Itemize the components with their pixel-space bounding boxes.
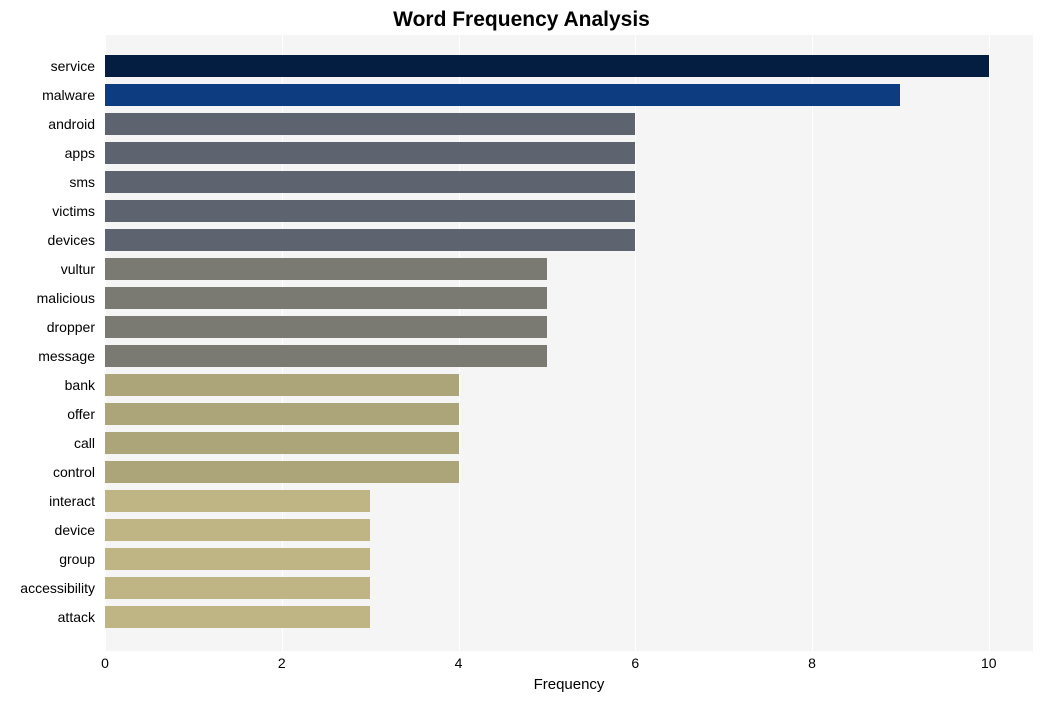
bar (105, 287, 547, 309)
bar (105, 113, 635, 135)
bar (105, 55, 989, 77)
y-tick-label: control (0, 461, 100, 483)
x-tick-label: 4 (455, 655, 463, 671)
bar-row (105, 577, 370, 599)
bar (105, 316, 547, 338)
bar (105, 142, 635, 164)
bar-row (105, 316, 547, 338)
y-tick-label: devices (0, 229, 100, 251)
x-axis-title: Frequency (534, 676, 605, 693)
grid-line (989, 35, 990, 651)
x-tick-label: 2 (278, 655, 286, 671)
bar-row (105, 403, 459, 425)
bar-row (105, 490, 370, 512)
bar-row (105, 461, 459, 483)
y-tick-label: device (0, 519, 100, 541)
bar-row (105, 113, 635, 135)
bar (105, 403, 459, 425)
bar (105, 258, 547, 280)
bar-row (105, 345, 547, 367)
bar-row (105, 55, 989, 77)
y-tick-label: malware (0, 84, 100, 106)
bar-row (105, 606, 370, 628)
grid-line (635, 35, 636, 651)
y-tick-label: offer (0, 403, 100, 425)
bar (105, 432, 459, 454)
y-tick-label: call (0, 432, 100, 454)
bar (105, 519, 370, 541)
y-tick-label: victims (0, 200, 100, 222)
bar (105, 171, 635, 193)
x-tick-label: 6 (631, 655, 639, 671)
y-tick-label: group (0, 548, 100, 570)
y-tick-label: malicious (0, 287, 100, 309)
y-tick-label: accessibility (0, 577, 100, 599)
bar (105, 229, 635, 251)
bar (105, 345, 547, 367)
plot-area (105, 35, 1033, 651)
x-tick-label: 8 (808, 655, 816, 671)
bar-row (105, 374, 459, 396)
y-tick-label: bank (0, 374, 100, 396)
y-tick-label: dropper (0, 316, 100, 338)
chart-container: Word Frequency Analysis Frequency 0 2 4 6 8 1… (0, 0, 1043, 701)
grid-line (812, 35, 813, 651)
bar-row (105, 258, 547, 280)
bar (105, 374, 459, 396)
x-tick-label: 10 (981, 655, 997, 671)
bar-row (105, 287, 547, 309)
bar-row (105, 84, 900, 106)
bar-row (105, 142, 635, 164)
chart-title: Word Frequency Analysis (0, 8, 1043, 32)
y-tick-label: apps (0, 142, 100, 164)
y-tick-label: android (0, 113, 100, 135)
bar-row (105, 519, 370, 541)
bar (105, 490, 370, 512)
bar (105, 461, 459, 483)
bar-row (105, 548, 370, 570)
bar-row (105, 200, 635, 222)
bar-row (105, 432, 459, 454)
bar (105, 84, 900, 106)
bar (105, 200, 635, 222)
y-tick-label: message (0, 345, 100, 367)
bar (105, 606, 370, 628)
y-tick-label: attack (0, 606, 100, 628)
bar (105, 577, 370, 599)
y-tick-label: service (0, 55, 100, 77)
y-tick-label: sms (0, 171, 100, 193)
bar-row (105, 229, 635, 251)
bar-row (105, 171, 635, 193)
y-tick-label: interact (0, 490, 100, 512)
x-tick-label: 0 (101, 655, 109, 671)
bar (105, 548, 370, 570)
y-tick-label: vultur (0, 258, 100, 280)
